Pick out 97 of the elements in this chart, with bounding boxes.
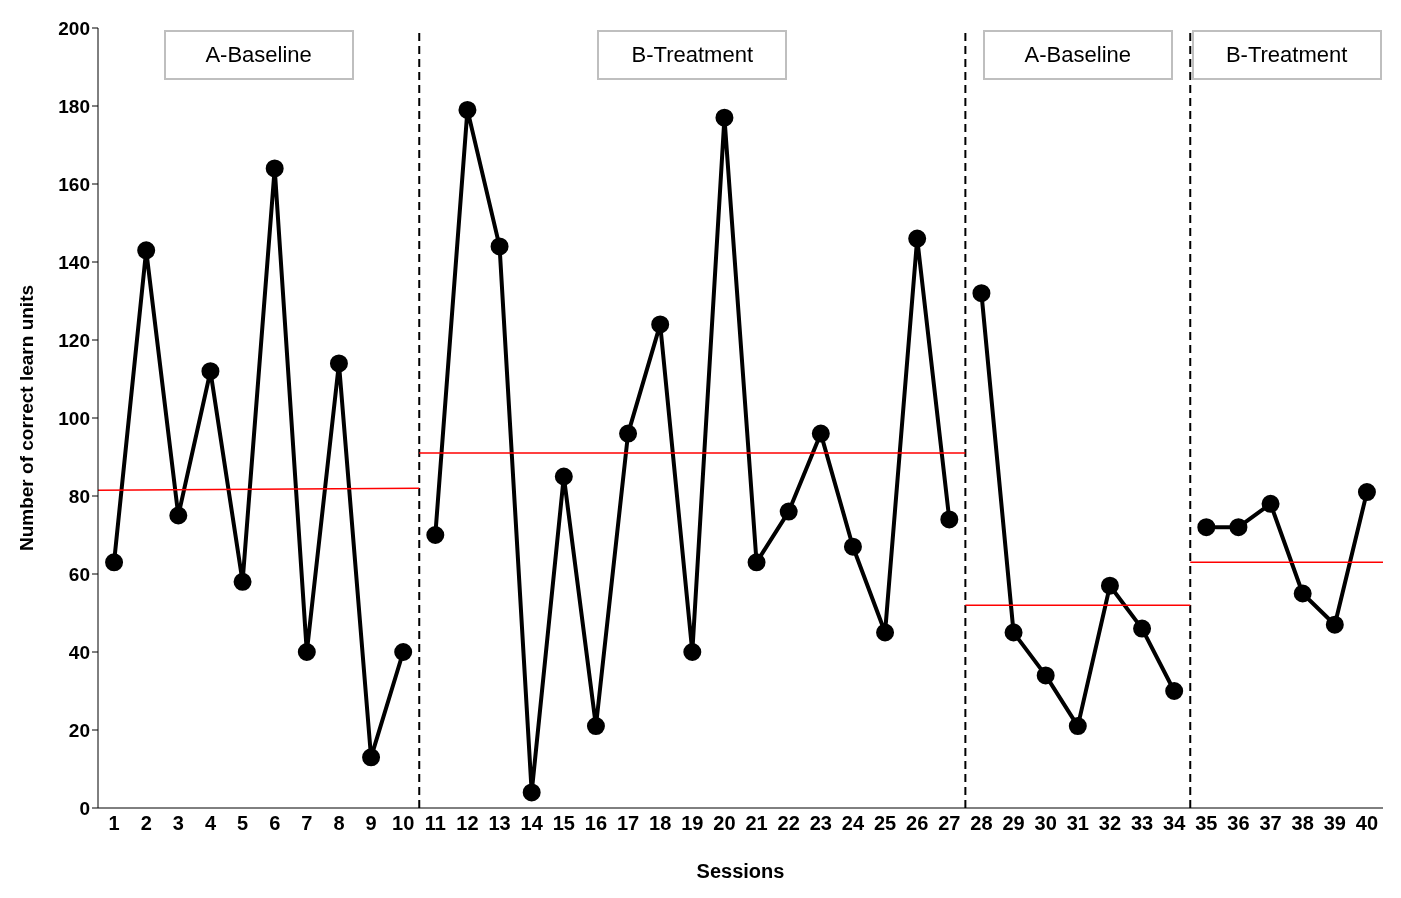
text-box: B-Treatment <box>1191 30 1382 80</box>
point <box>1325 615 1344 634</box>
point <box>1004 623 1023 642</box>
point <box>1165 682 1184 700</box>
y-tick-label: 40 <box>68 641 90 663</box>
point <box>1357 483 1376 502</box>
y-tick-label: 140 <box>58 251 90 273</box>
point <box>522 783 541 802</box>
point <box>586 717 605 736</box>
point <box>233 572 252 591</box>
point <box>1133 619 1152 638</box>
y-tick-label: 120 <box>58 329 90 351</box>
x-tick-label: 12 <box>456 812 479 835</box>
point <box>747 553 766 572</box>
y-tick-label: 60 <box>68 563 90 585</box>
point <box>972 284 991 303</box>
x-tick-label: 13 <box>488 812 511 835</box>
point <box>297 643 316 661</box>
x-tick-label: 8 <box>333 812 345 835</box>
point <box>940 510 959 529</box>
x-tick-label: 23 <box>809 812 832 835</box>
point <box>651 315 670 334</box>
x-tick-label: 6 <box>269 812 281 835</box>
x-tick-label: 27 <box>938 812 961 835</box>
x-tick-label: 26 <box>906 812 929 835</box>
x-tick-label: 20 <box>713 812 736 835</box>
x-tick-label: 21 <box>745 812 768 835</box>
x-tick-label: 30 <box>1034 812 1057 835</box>
point <box>490 237 509 256</box>
y-tick-label: 20 <box>68 719 90 741</box>
point <box>1100 576 1119 595</box>
x-tick-label: 11 <box>424 812 446 835</box>
point <box>811 424 830 443</box>
x-tick-label: 24 <box>841 812 865 835</box>
point <box>1229 518 1248 537</box>
x-tick-label: 3 <box>172 812 184 835</box>
y-tick-label: 200 <box>58 17 90 39</box>
x-tick-label: 16 <box>584 812 608 835</box>
text-box: A-Baseline <box>163 30 354 80</box>
x-tick-label: 2 <box>140 812 152 835</box>
text-box: A-Baseline <box>982 30 1173 80</box>
x-tick-label: 10 <box>392 812 415 835</box>
y-tick-label: 100 <box>58 407 90 429</box>
x-tick-label: 17 <box>616 812 640 835</box>
point <box>1068 717 1087 736</box>
x-tick-label: 34 <box>1163 812 1187 835</box>
point <box>265 159 284 178</box>
point <box>137 241 156 260</box>
x-tick-label: 37 <box>1259 812 1282 835</box>
x-tick-label: 32 <box>1098 812 1122 835</box>
x-tick-label: 39 <box>1323 812 1346 835</box>
x-axis-title: Sessions <box>696 860 785 882</box>
y-tick-label: 80 <box>68 485 90 507</box>
x-tick-label: 38 <box>1291 812 1314 835</box>
x-tick-label: 1 <box>108 812 120 835</box>
x-tick-label: 35 <box>1195 812 1218 835</box>
y-tick-label: 0 <box>79 797 90 819</box>
point <box>394 643 413 661</box>
point <box>876 623 895 642</box>
x-tick-label: 33 <box>1130 812 1154 835</box>
x-tick-label: 31 <box>1066 812 1089 835</box>
point <box>458 100 477 119</box>
point <box>908 229 927 248</box>
x-tick-label: 28 <box>970 812 993 835</box>
x-tick-label: 25 <box>873 812 897 835</box>
y-tick-label: 180 <box>58 95 90 117</box>
x-tick-label: 5 <box>237 812 249 835</box>
x-tick-label: 36 <box>1227 812 1250 835</box>
point <box>683 643 702 661</box>
point <box>362 748 381 767</box>
x-tick-label: 19 <box>681 812 704 835</box>
x-tick-label: 29 <box>1002 812 1025 835</box>
x-tick-label: 40 <box>1355 812 1379 835</box>
point <box>715 108 734 127</box>
point <box>1261 494 1280 513</box>
point <box>843 537 862 556</box>
point <box>426 526 445 544</box>
point <box>1197 518 1216 537</box>
point <box>105 553 124 572</box>
text-box: B-Treatment <box>597 30 788 80</box>
x-tick-label: 14 <box>520 812 544 835</box>
point <box>1036 666 1055 685</box>
point <box>169 506 188 525</box>
point <box>619 424 638 443</box>
y-tick-label: 160 <box>58 173 90 195</box>
x-tick-label: 9 <box>365 812 377 835</box>
x-tick-label: 22 <box>777 812 800 835</box>
point <box>329 354 348 373</box>
point <box>779 502 798 521</box>
point <box>201 362 220 381</box>
point <box>554 467 573 486</box>
x-tick-label: 4 <box>204 812 217 835</box>
x-tick-label: 15 <box>552 812 575 835</box>
point <box>1293 584 1312 603</box>
x-tick-label: 18 <box>649 812 672 835</box>
y-axis-title: Number of correct learn units <box>15 284 37 552</box>
x-tick-label: 7 <box>301 812 313 835</box>
